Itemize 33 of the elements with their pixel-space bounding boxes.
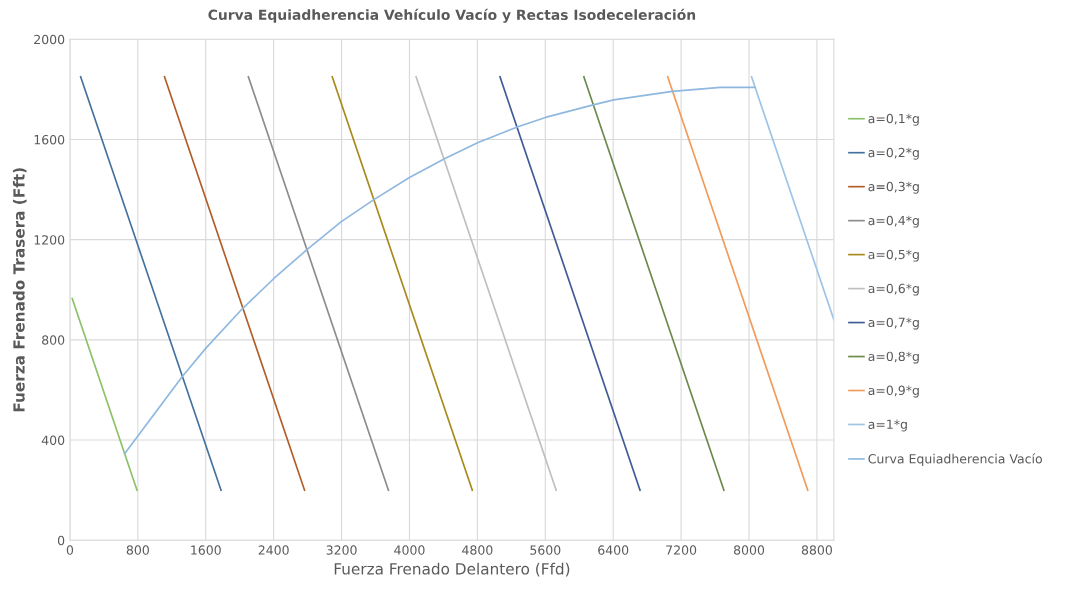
x-tick-label: 8000: [733, 545, 765, 555]
x-tick-label: 6400: [598, 545, 629, 555]
x-tick-label: 0: [66, 545, 74, 555]
legend-label: a=0,5*g: [868, 249, 919, 262]
legend-label: a=0,2*g: [868, 147, 919, 160]
line-series: [124, 86, 756, 455]
y-axis-title: Fuerza Frenado Trasera (Fft): [12, 168, 27, 412]
y-tick-label: 2000: [34, 34, 65, 45]
legend-label: a=0,8*g: [868, 351, 919, 364]
legend-label: a=0,6*g: [868, 283, 919, 296]
x-tick-label: 8800: [801, 545, 832, 555]
x-tick-label: 3200: [326, 545, 357, 555]
y-tick-label: 1600: [34, 134, 65, 145]
legend-label: a=0,1*g: [868, 113, 919, 126]
y-tick-label: 1200: [34, 235, 65, 245]
legend-label: a=0,7*g: [868, 317, 919, 330]
legend-label: a=0,4*g: [868, 215, 919, 228]
legend-label: a=0,9*g: [868, 385, 919, 398]
legend-label: a=1*g: [868, 419, 907, 432]
y-tick-label: 800: [42, 335, 65, 345]
x-tick-label: 800: [126, 545, 149, 555]
x-tick-label: 4800: [462, 545, 493, 555]
x-tick-label: 5600: [530, 545, 561, 555]
x-tick-label: 2400: [258, 545, 289, 555]
y-tick-label: 0: [57, 535, 65, 546]
x-tick-label: 4000: [394, 545, 425, 555]
x-tick-label: 1600: [191, 545, 221, 555]
legend-label: a=0,3*g: [868, 181, 919, 194]
y-tick-label: 400: [41, 435, 65, 445]
x-tick-label: 7200: [666, 545, 697, 555]
legend-label: Curva Equiadherencia Vacío: [868, 453, 1042, 466]
chart-title: Curva Equiadherencia Vehículo Vacío y Rectas Isodeceleración: [208, 8, 696, 23]
x-axis-title: Fuerza Frenado Delantero (Ffd): [334, 562, 570, 577]
